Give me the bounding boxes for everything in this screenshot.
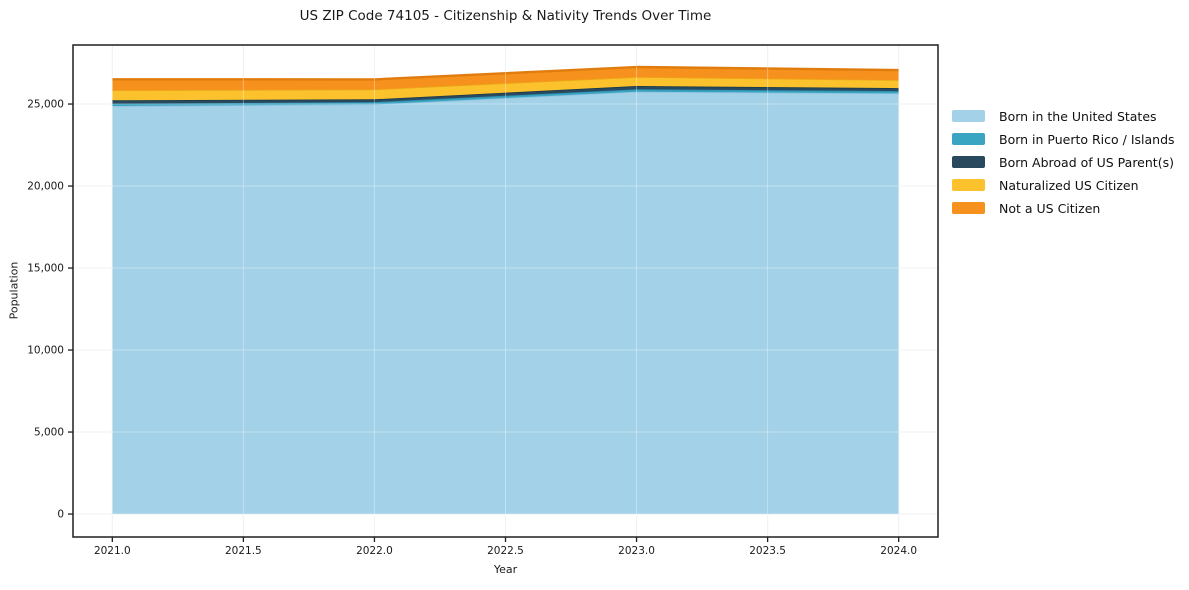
chart-title: US ZIP Code 74105 - Citizenship & Nativi… <box>299 8 712 24</box>
y-tick-label: 15,000 <box>27 263 64 275</box>
legend-swatch-icon <box>952 202 985 214</box>
y-tick-label: 10,000 <box>27 345 64 357</box>
legend-label: Born in Puerto Rico / Islands <box>999 131 1175 147</box>
y-tick-label: 0 <box>57 509 64 521</box>
x-tick-label: 2023.5 <box>749 545 786 557</box>
y-tick-label: 5,000 <box>34 427 64 439</box>
area-2 <box>112 89 899 106</box>
legend-item: Not a US Citizen <box>952 200 1175 216</box>
legend-label: Naturalized US Citizen <box>999 177 1139 193</box>
legend-item: Naturalized US Citizen <box>952 177 1175 193</box>
legend-label: Born in the United States <box>999 108 1157 124</box>
area-3 <box>112 86 899 104</box>
legend-swatch-icon <box>952 156 985 168</box>
x-tick-label: 2023.0 <box>618 545 655 557</box>
x-tick-label: 2022.5 <box>487 545 524 557</box>
y-tick-label: 25,000 <box>27 99 64 111</box>
legend: Born in the United States Born in Puerto… <box>952 108 1175 216</box>
legend-label: Born Abroad of US Parent(s) <box>999 154 1174 170</box>
x-tick-label: 2021.0 <box>94 545 131 557</box>
legend-swatch-icon <box>952 133 985 145</box>
y-axis-label: Population <box>7 261 21 320</box>
area-5 <box>112 67 899 91</box>
legend-swatch-icon <box>952 179 985 191</box>
x-tick-label: 2024.0 <box>880 545 917 557</box>
legend-label: Not a US Citizen <box>999 200 1101 216</box>
legend-swatch-icon <box>952 110 985 122</box>
x-tick-label: 2022.0 <box>356 545 393 557</box>
area-1 <box>112 91 899 514</box>
y-tick-label: 20,000 <box>27 181 64 193</box>
x-axis-label: Year <box>493 563 518 576</box>
legend-item: Born in the United States <box>952 108 1175 124</box>
x-tick-label: 2021.5 <box>225 545 262 557</box>
area-edge-5 <box>112 65 899 81</box>
legend-item: Born in Puerto Rico / Islands <box>952 131 1175 147</box>
area-4 <box>112 77 899 101</box>
legend-item: Born Abroad of US Parent(s) <box>952 154 1175 170</box>
